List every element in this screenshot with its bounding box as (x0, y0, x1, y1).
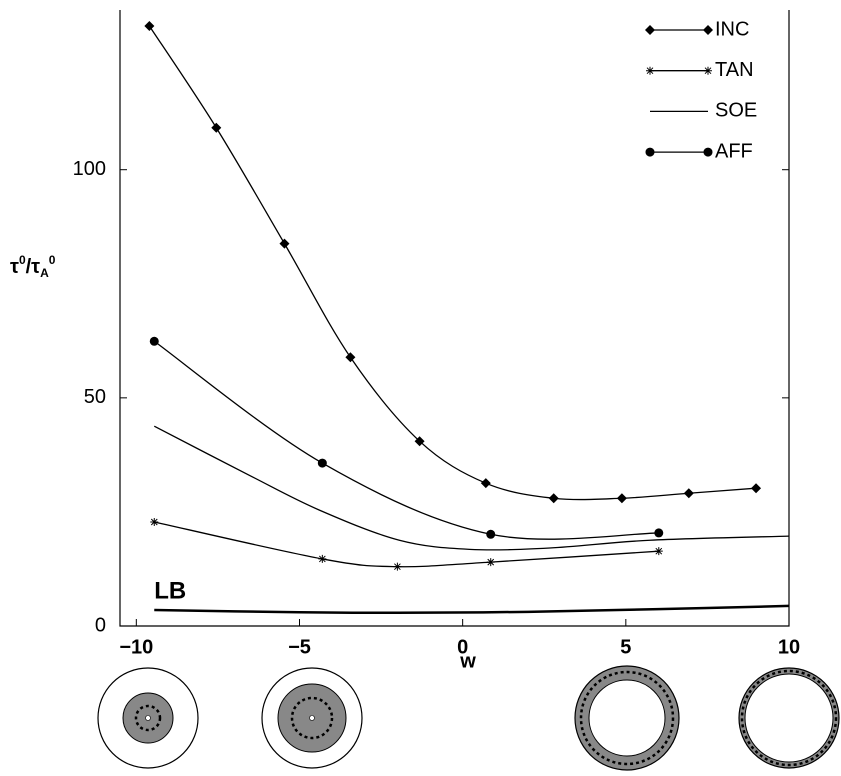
marker-diamond (683, 488, 694, 499)
marker-star (704, 66, 712, 75)
x-tick-label: 0 (457, 636, 468, 658)
marker-star (150, 517, 159, 526)
marker-diamond (414, 436, 425, 447)
marker-diamond (211, 122, 222, 133)
marker-star (654, 547, 663, 556)
marker-diamond (616, 493, 627, 504)
bound-label: LB (154, 577, 186, 604)
y-label-part: A (40, 266, 49, 280)
marker-diamond (703, 25, 713, 35)
marker-star (486, 558, 495, 567)
marker-circle (149, 336, 159, 346)
legend-label: SOE (715, 100, 757, 122)
x-tick-label: 5 (620, 636, 631, 658)
marker-diamond (548, 493, 559, 504)
marker-diamond (279, 238, 290, 249)
icon-dashed (134, 704, 162, 732)
y-axis-label: τ0/τA0 (10, 253, 56, 280)
icon-inner (744, 673, 834, 763)
icon-inner (588, 679, 666, 757)
y-tick-label: 0 (95, 614, 106, 636)
y-label-part: τ (10, 256, 19, 278)
x-axis-label: w (459, 650, 476, 672)
x-tick-label: 10 (778, 636, 800, 658)
marker-circle (703, 147, 713, 157)
y-tick-label: 100 (73, 158, 106, 180)
icon-core (309, 715, 315, 721)
axes-frame (119, 10, 790, 627)
marker-star (318, 554, 327, 563)
series-line (153, 340, 659, 540)
marker-circle (486, 529, 496, 539)
legend-label: INC (715, 18, 749, 40)
icon-dashed (740, 669, 838, 767)
marker-circle (654, 528, 664, 538)
icon-core (145, 715, 151, 721)
x-tick-label: −10 (119, 636, 153, 658)
icon-dashed (290, 696, 334, 740)
series-line (153, 425, 790, 551)
marker-diamond (751, 483, 762, 494)
marker-diamond (645, 25, 655, 35)
series-line (148, 25, 757, 501)
icon-dashed (579, 670, 675, 766)
y-label-part: 0 (49, 253, 56, 267)
bound-line (154, 604, 790, 615)
x-tick-label: −5 (288, 636, 311, 658)
y-label-part: /τ (26, 256, 41, 278)
series-line (154, 521, 659, 568)
y-tick-label: 50 (84, 386, 106, 408)
marker-circle (645, 147, 655, 157)
legend-label: TAN (715, 59, 754, 81)
y-label-part: 0 (19, 253, 26, 267)
marker-star (393, 562, 402, 571)
legend-label: AFF (715, 140, 753, 162)
marker-circle (317, 458, 327, 468)
marker-star (646, 66, 654, 75)
marker-diamond (480, 478, 491, 489)
marker-diamond (345, 352, 356, 363)
marker-diamond (144, 20, 155, 31)
config-icons (97, 665, 840, 771)
